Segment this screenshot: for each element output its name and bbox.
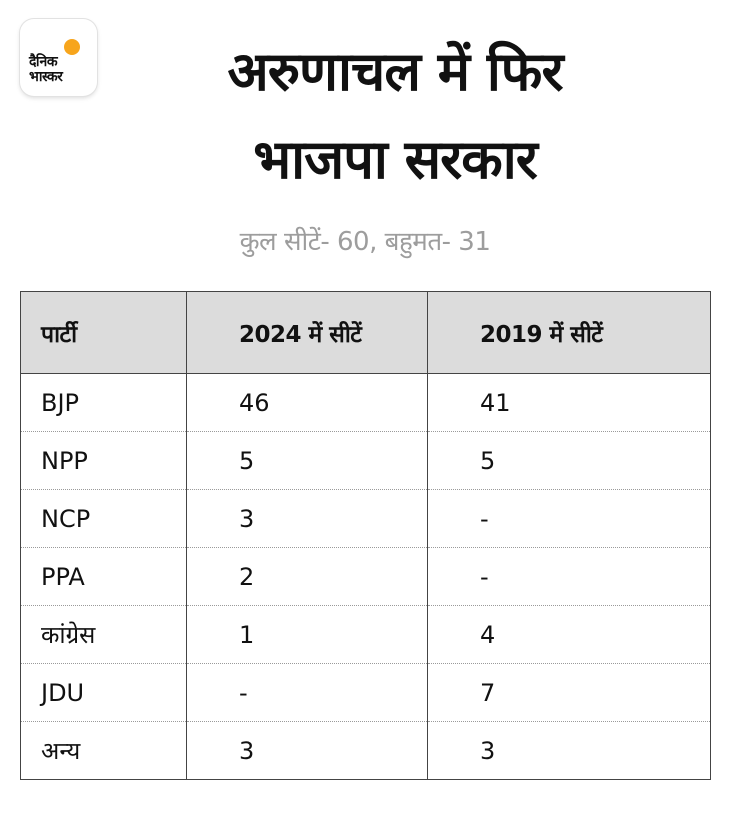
seats-2019: 7	[427, 663, 711, 722]
column-header-party: पार्टी	[20, 291, 187, 374]
seats-2024: 46	[186, 373, 428, 432]
table-row: NPP 5 5	[20, 431, 711, 490]
seats-2024: 1	[186, 605, 428, 664]
sun-icon	[64, 39, 80, 55]
seats-2024: 2	[186, 547, 428, 606]
seats-2019: 5	[427, 431, 711, 490]
table-header-row: पार्टी 2024 में सीटें 2019 में सीटें	[20, 291, 711, 374]
column-header-2019-seats: 2019 में सीटें	[427, 291, 711, 374]
seats-2019: 41	[427, 373, 711, 432]
seats-2019: 4	[427, 605, 711, 664]
dainik-bhaskar-logo: दैनिक भास्कर	[20, 19, 97, 96]
seats-2019: -	[427, 489, 711, 548]
seats-2019: 3	[427, 721, 711, 780]
party-name: BJP	[20, 373, 187, 432]
party-name: NCP	[20, 489, 187, 548]
seats-2024: 3	[186, 721, 428, 780]
table-row: अन्य 3 3	[20, 721, 711, 780]
seats-2024: 5	[186, 431, 428, 490]
party-name: अन्य	[20, 721, 187, 780]
page-title: अरुणाचल में फिर भाजपा सरकार	[227, 40, 563, 191]
table-row: कांग्रेस 1 4	[20, 605, 711, 664]
page-subtitle: कुल सीटें- 60, बहुमत- 31	[239, 227, 491, 257]
party-name: NPP	[20, 431, 187, 490]
table-row: JDU - 7	[20, 663, 711, 722]
logo-text: दैनिक भास्कर	[29, 54, 63, 85]
table-row: PPA 2 -	[20, 547, 711, 606]
table-row: BJP 46 41	[20, 373, 711, 432]
seats-2024: -	[186, 663, 428, 722]
party-name: JDU	[20, 663, 187, 722]
column-header-2024-seats: 2024 में सीटें	[186, 291, 428, 374]
party-name: PPA	[20, 547, 187, 606]
party-name: कांग्रेस	[20, 605, 187, 664]
seats-2019: -	[427, 547, 711, 606]
seats-2024: 3	[186, 489, 428, 548]
table-row: NCP 3 -	[20, 489, 711, 548]
seat-results-table: पार्टी 2024 में सीटें 2019 में सीटें BJP…	[20, 291, 711, 780]
